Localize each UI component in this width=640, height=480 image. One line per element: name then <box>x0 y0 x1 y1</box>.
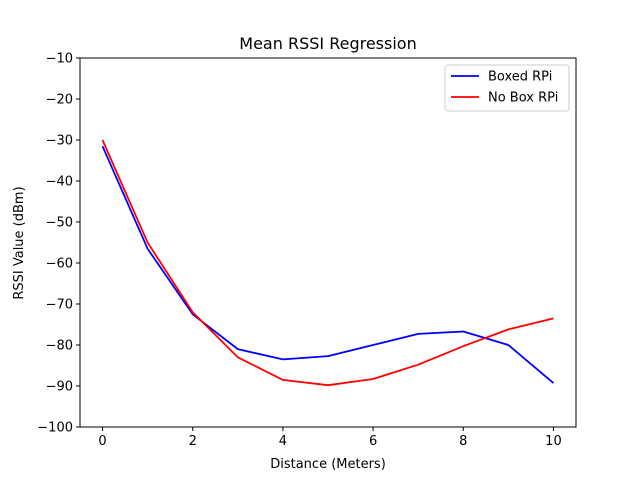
plot-area: 0 2 4 6 8 10 −100 −90 −80 −70 −60 −50 −40 −30 −20 −10 <box>37 52 577 449</box>
legend-label-1: Boxed RPi <box>488 70 552 85</box>
x-tick-label: 0 <box>98 434 106 449</box>
legend: Boxed RPi No Box RPi <box>444 64 570 112</box>
x-tick-label: 8 <box>459 434 467 449</box>
x-tick-label: 4 <box>279 434 287 449</box>
series-line-1 <box>101 145 555 384</box>
chart-title: Mean RSSI Regression <box>239 34 416 53</box>
y-tick-label: −50 <box>46 216 73 231</box>
y-tick-label: −90 <box>46 380 73 395</box>
y-tick-label: −40 <box>46 175 73 190</box>
x-tick-label: 2 <box>189 434 197 449</box>
x-tick-label: 10 <box>545 434 562 449</box>
y-tick-label: −80 <box>46 339 73 354</box>
y-axis-title: RSSI Value (dBm) <box>12 186 27 299</box>
legend-label-2: No Box RPi <box>488 91 558 106</box>
y-tick-label: −30 <box>46 134 73 149</box>
y-tick-label: −20 <box>46 93 73 108</box>
y-tick-label: −100 <box>37 421 73 436</box>
x-tick-label: 6 <box>369 434 377 449</box>
y-tick-label: −70 <box>46 298 73 313</box>
x-axis-title: Distance (Meters) <box>270 457 386 472</box>
y-tick-label: −60 <box>46 257 73 272</box>
series-line-2 <box>101 139 554 387</box>
axes-frame <box>79 57 577 428</box>
y-tick-label: −10 <box>46 52 73 67</box>
